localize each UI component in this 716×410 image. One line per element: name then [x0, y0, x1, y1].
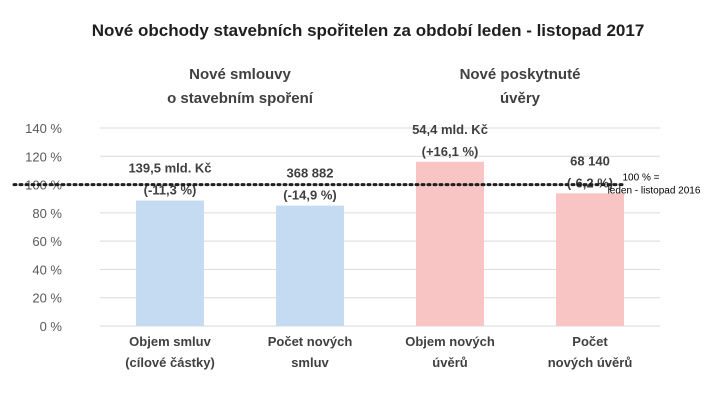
data-label-2-line-1: 368 882	[287, 166, 334, 181]
x-category-label-3-line-1: Objem nových	[405, 334, 495, 349]
y-tick-label: 140 %	[25, 121, 62, 136]
y-tick-label: 60 %	[32, 234, 62, 249]
group-labels: Nové smlouvy o stavebním spoření Nové posk…	[167, 66, 580, 107]
group-label-2: Nové poskytnuté úvěry	[460, 66, 581, 107]
data-label-4: 68 140 (-6,2 %)	[567, 153, 613, 190]
reference-line-label-line-2: leden - listopad 2016	[608, 186, 701, 197]
data-label-3-line-1: 54,4 mld. Kč	[412, 122, 488, 137]
bars	[136, 161, 624, 326]
data-label-3: 54,4 mld. Kč (+16,1 %)	[412, 122, 488, 159]
x-category-label-1-line-2: (cílové částky)	[125, 355, 215, 370]
reference-line-group: 100 % = leden - listopad 2016	[12, 173, 701, 197]
data-label-1-line-1: 139,5 mld. Kč	[128, 161, 211, 176]
bar-4	[556, 193, 624, 326]
group-label-2-line-2: úvěry	[500, 90, 541, 107]
group-label-1-line-2: o stavebním spoření	[167, 90, 314, 107]
group-label-1: Nové smlouvy o stavebním spoření	[167, 66, 314, 107]
x-category-label-2-line-2: smluv	[291, 355, 329, 370]
data-label-4-line-2: (-6,2 %)	[567, 175, 613, 190]
x-category-label-1: Objem smluv (cílové částky)	[125, 334, 215, 370]
data-label-2-line-2: (-14,9 %)	[283, 188, 336, 203]
x-category-label-1-line-1: Objem smluv	[129, 334, 211, 349]
data-label-4-line-1: 68 140	[570, 153, 610, 168]
y-tick-label: 20 %	[32, 291, 62, 306]
y-axis-ticks: 0 %20 %40 %60 %80 %100 %120 %140 %	[25, 121, 62, 334]
x-axis-category-labels: Objem smluv (cílové částky) Počet nových sm…	[125, 334, 632, 370]
x-category-label-4: Počet nových úvěrů	[548, 334, 633, 370]
data-labels: 139,5 mld. Kč (-11,3 %) 368 882 (-14,9 %) 54…	[128, 122, 613, 203]
x-category-label-3-line-2: úvěrů	[432, 355, 467, 370]
y-tick-label: 0 %	[40, 319, 63, 334]
chart-title: Nové obchody stavebních spořitelen za ob…	[92, 21, 645, 40]
reference-line-label-line-1: 100 % =	[623, 173, 660, 184]
x-category-label-2: Počet nových smluv	[268, 334, 353, 370]
y-tick-label: 80 %	[32, 206, 62, 221]
x-category-label-3: Objem nových úvěrů	[405, 334, 495, 370]
reference-line-label: 100 % = leden - listopad 2016	[608, 173, 701, 197]
group-label-1-line-1: Nové smlouvy	[189, 66, 291, 83]
bar-1	[136, 200, 204, 326]
data-label-1: 139,5 mld. Kč (-11,3 %)	[128, 161, 211, 198]
y-tick-label: 120 %	[25, 149, 62, 164]
x-category-label-4-line-1: Počet	[572, 334, 608, 349]
data-label-3-line-2: (+16,1 %)	[422, 144, 479, 159]
bar-2	[276, 205, 344, 326]
group-label-2-line-1: Nové poskytnuté	[460, 66, 581, 83]
data-label-2: 368 882 (-14,9 %)	[283, 166, 336, 203]
y-tick-label: 40 %	[32, 262, 62, 277]
x-category-label-2-line-1: Počet nových	[268, 334, 353, 349]
x-category-label-4-line-2: nových úvěrů	[548, 355, 633, 370]
bar-3	[416, 161, 484, 326]
data-label-1-line-2: (-11,3 %)	[144, 183, 197, 198]
